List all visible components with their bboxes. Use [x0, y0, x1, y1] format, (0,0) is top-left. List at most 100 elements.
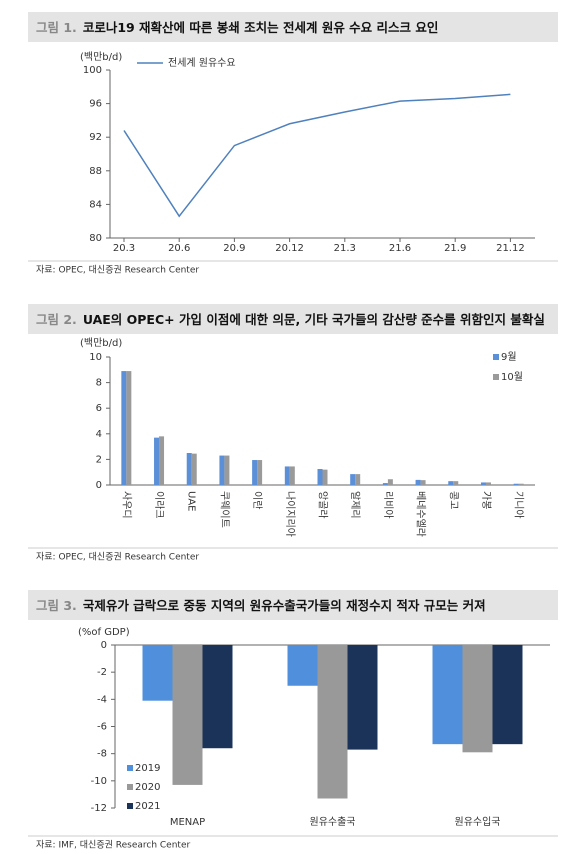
x-tick-label: 21.6	[389, 243, 411, 254]
x-tick-label: 콩고	[447, 491, 459, 509]
y-tick-label: 10	[89, 352, 102, 363]
y-tick-label: 4	[96, 429, 102, 440]
bar	[191, 453, 197, 485]
y-tick-label: -2	[97, 667, 107, 678]
x-tick-label: 앙골라	[317, 491, 329, 519]
bar	[387, 479, 393, 485]
bar	[355, 474, 361, 485]
bar	[485, 482, 491, 485]
bar	[317, 469, 323, 485]
y-axis-label: (%of GDP)	[78, 627, 130, 638]
bar	[448, 481, 454, 485]
x-tick-label: 쿠웨이트	[218, 491, 230, 528]
bar	[317, 645, 348, 799]
title-text: 국제유가 급락으로 중동 지역의 원유수출국가들의 재정수지 적자 규모는 커져	[83, 598, 486, 613]
bar	[420, 480, 426, 485]
bar	[322, 469, 328, 485]
x-tick-label: 21.12	[496, 243, 525, 254]
chart-title: 그림 1. 코로나19 재확산에 따른 봉쇄 조치는 전세계 원유 수요 리스크 …	[36, 20, 438, 35]
bar	[142, 645, 173, 701]
legend-label: 10월	[501, 371, 523, 383]
x-tick-label: 20.3	[113, 243, 135, 254]
figure-label: 그림 1.	[36, 20, 77, 35]
legend-label: 전세계 원유수요	[168, 57, 236, 69]
source: 자료: OPEC, 대신증권 Research Center	[36, 264, 199, 276]
legend-swatch	[127, 765, 133, 771]
x-tick-label: 이라크	[153, 491, 165, 519]
legend-swatch	[127, 803, 133, 809]
x-tick-label: 가봉	[480, 491, 492, 509]
x-tick-label: 20.6	[168, 243, 190, 254]
x-tick-label: 나이지리아	[284, 491, 296, 537]
title-text: UAE의 OPEC+ 가입 이점에 대한 의문, 기타 국가들의 감산량 준수를…	[83, 312, 545, 327]
x-tick-label: 21.3	[334, 243, 356, 254]
bar	[347, 645, 378, 750]
bar	[172, 645, 203, 785]
y-tick-label: -6	[97, 722, 107, 733]
bar	[202, 645, 233, 749]
title-text: 코로나19 재확산에 따른 봉쇄 조치는 전세계 원유 수요 리스크 요인	[83, 20, 439, 35]
x-tick-label: 원유수출국	[310, 816, 356, 828]
title-bar	[28, 590, 558, 620]
figure-label: 그림 2.	[36, 312, 77, 327]
bar	[252, 460, 258, 485]
legend-label: 9월	[501, 351, 517, 363]
bar	[453, 481, 459, 485]
bar	[480, 482, 486, 485]
bar	[121, 371, 127, 485]
y-tick-label: 2	[96, 454, 102, 465]
bar	[154, 437, 160, 485]
bar	[462, 645, 493, 753]
y-tick-label: 0	[101, 640, 107, 651]
y-tick-label: 6	[96, 403, 102, 414]
y-tick-label: 88	[89, 166, 102, 177]
bar	[257, 460, 263, 485]
bar	[492, 645, 523, 745]
y-tick-label: 84	[89, 199, 102, 210]
x-tick-label: 20.12	[275, 243, 304, 254]
source: 자료: OPEC, 대신증권 Research Center	[36, 551, 199, 563]
y-tick-label: -12	[91, 803, 107, 814]
x-tick-label: 21.9	[444, 243, 466, 254]
chart-title: 그림 2. UAE의 OPEC+ 가입 이점에 대한 의문, 기타 국가들의 감산…	[36, 312, 545, 327]
y-tick-label: 0	[96, 480, 102, 491]
y-axis-label: (백만b/d)	[80, 337, 122, 349]
x-tick-label: 원유수입국	[455, 815, 501, 828]
bar	[382, 483, 388, 485]
bar	[126, 371, 132, 485]
y-tick-label: 96	[89, 99, 102, 110]
source: 자료: IMF, 대신증권 Research Center	[36, 839, 190, 851]
y-tick-label: 100	[83, 65, 102, 76]
x-tick-label: MENAP	[170, 817, 205, 828]
legend-swatch	[127, 784, 133, 790]
y-tick-label: -10	[91, 776, 107, 787]
bar	[415, 479, 421, 485]
y-tick-label: -4	[97, 694, 107, 705]
y-tick-label: 80	[89, 233, 102, 244]
y-axis-label: (백만b/d)	[80, 51, 122, 63]
x-tick-label: 알제리	[349, 491, 361, 519]
y-tick-label: 8	[96, 378, 102, 389]
bar	[350, 474, 356, 485]
x-tick-label: 기니아	[513, 491, 525, 519]
legend-swatch	[493, 354, 499, 360]
bar	[289, 466, 295, 485]
legend-label: 2020	[135, 782, 160, 793]
figure-label: 그림 3.	[36, 598, 77, 613]
bar	[219, 455, 225, 485]
bar	[287, 645, 318, 686]
data-line	[123, 93, 511, 218]
legend-label: 2019	[135, 763, 160, 774]
legend-label: 2021	[135, 801, 160, 812]
bar	[513, 483, 519, 485]
bar	[224, 455, 230, 485]
x-tick-label: 사우디	[120, 491, 132, 519]
x-tick-label: 20.9	[223, 243, 245, 254]
bar	[186, 453, 192, 485]
x-tick-label: UAE	[186, 491, 197, 511]
x-tick-label: 이란	[251, 491, 263, 509]
y-tick-label: 92	[89, 132, 102, 143]
x-tick-label: 리비아	[382, 491, 394, 519]
title-bar	[28, 304, 558, 334]
